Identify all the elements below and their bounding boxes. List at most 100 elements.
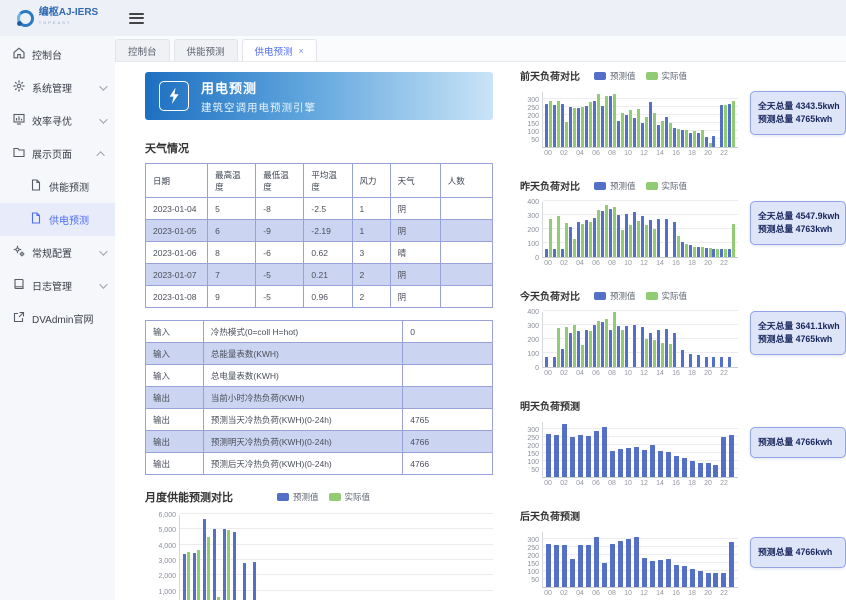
x-tick-label bbox=[584, 480, 592, 487]
bar-group bbox=[577, 532, 585, 587]
gridline bbox=[543, 452, 738, 453]
bar-预测值 bbox=[554, 544, 560, 587]
cell: 阴 bbox=[389, 219, 441, 242]
sidebar-item-2[interactable]: 效率寻优 bbox=[0, 104, 115, 137]
bar-group bbox=[212, 515, 222, 600]
bar-group bbox=[625, 312, 633, 367]
x-tick-label: 06 bbox=[592, 370, 600, 377]
bar-group bbox=[640, 312, 648, 367]
y-tick-label: 100 bbox=[527, 129, 539, 136]
x-tick-label: 14 bbox=[656, 480, 664, 487]
bar-预测值 bbox=[688, 245, 692, 257]
gridline bbox=[180, 513, 493, 514]
legend-item[interactable]: 实际值 bbox=[645, 180, 687, 192]
sidebar-item-1[interactable]: 系统管理 bbox=[0, 71, 115, 104]
x-tick-label: 12 bbox=[640, 260, 648, 267]
legend-item[interactable]: 预测值 bbox=[594, 70, 636, 82]
bar-预测值 bbox=[632, 325, 636, 367]
cell: -9 bbox=[255, 219, 305, 242]
x-tick-label bbox=[728, 370, 736, 377]
bar-预测值 bbox=[648, 333, 652, 367]
tab-label: 控制台 bbox=[128, 46, 157, 58]
bar-预测值 bbox=[577, 330, 581, 367]
cell: 输入 bbox=[145, 320, 204, 343]
sidebar-item-5[interactable]: 供电预测 bbox=[0, 203, 115, 236]
x-tick-label bbox=[632, 590, 640, 597]
bar-group bbox=[696, 422, 704, 477]
bar-group bbox=[569, 422, 577, 477]
bar-group bbox=[712, 92, 720, 147]
y-tick-label: 4,000 bbox=[158, 542, 176, 550]
legend-item[interactable]: 预测值 bbox=[594, 180, 636, 192]
total-card: 全天总量 4343.5kwh 预测总量 4765kwh bbox=[750, 90, 846, 135]
sidebar-item-8[interactable]: DVAdmin官网 bbox=[0, 302, 115, 335]
menu-toggle-icon[interactable] bbox=[129, 12, 144, 24]
legend-label: 预测值 bbox=[610, 180, 636, 191]
sidebar-item-label: 效率寻优 bbox=[32, 117, 72, 128]
tab-2[interactable]: 供电预测 × bbox=[241, 39, 317, 61]
bar-group bbox=[593, 312, 601, 367]
legend-item[interactable]: 实际值 bbox=[645, 70, 687, 82]
x-tick-label: 12 bbox=[640, 480, 648, 487]
x-tick-label bbox=[696, 370, 704, 377]
bar-group bbox=[545, 422, 553, 477]
sidebar-item-0[interactable]: 控制台 bbox=[0, 38, 115, 71]
x-tick-label: 16 bbox=[672, 480, 680, 487]
y-tick-label: 300 bbox=[527, 427, 539, 434]
gridline bbox=[543, 106, 738, 107]
bar-group bbox=[640, 202, 648, 257]
bar-group bbox=[720, 92, 728, 147]
column-header: 人数 bbox=[439, 163, 494, 198]
tab-0[interactable]: 控制台 bbox=[115, 39, 170, 61]
bar-预测值 bbox=[657, 559, 663, 587]
legend-item[interactable]: 实际值 bbox=[645, 290, 687, 302]
cell: 2 bbox=[351, 285, 391, 308]
bar-group bbox=[680, 92, 688, 147]
sidebar-item-label: 日志管理 bbox=[32, 282, 72, 293]
sidebar-item-3[interactable]: 展示页面 bbox=[0, 137, 115, 170]
bar-group bbox=[625, 92, 633, 147]
bar-group bbox=[728, 422, 736, 477]
legend-item[interactable]: 预测值 bbox=[594, 290, 636, 302]
cell: 输入 bbox=[145, 342, 204, 365]
plot-area bbox=[542, 200, 738, 258]
gridline bbox=[543, 98, 738, 99]
bar-预测值 bbox=[546, 543, 552, 587]
x-tick-label bbox=[584, 590, 592, 597]
bar-group bbox=[569, 92, 577, 147]
bar-预测值 bbox=[562, 424, 568, 477]
bar-group bbox=[680, 202, 688, 257]
chart-title: 明天负荷预测 bbox=[520, 402, 580, 413]
x-tick-label: 00 bbox=[544, 370, 552, 377]
sidebar-item-label: 供能预测 bbox=[49, 183, 89, 194]
bar-预测值 bbox=[705, 463, 711, 477]
bar-预测值 bbox=[641, 449, 647, 477]
bar-group bbox=[664, 202, 672, 257]
plot-area bbox=[542, 310, 738, 368]
sidebar-item-6[interactable]: 常规配置 bbox=[0, 236, 115, 269]
bar-预测值 bbox=[625, 213, 628, 257]
x-axis-labels: 00 02 04 06 08 10 12 14 16 18 20 22 bbox=[542, 590, 738, 597]
bar-group bbox=[672, 422, 680, 477]
bar-预测值 bbox=[601, 322, 605, 367]
gridline bbox=[543, 570, 738, 571]
bar-预测值 bbox=[640, 123, 644, 147]
legend-item[interactable]: 实际值 bbox=[328, 491, 370, 503]
bar-group bbox=[609, 532, 617, 587]
bar-group bbox=[680, 532, 688, 587]
tab-1[interactable]: 供能预测 bbox=[173, 39, 238, 61]
y-tick-label: 50 bbox=[531, 137, 539, 144]
legend-item[interactable]: 预测值 bbox=[277, 491, 319, 503]
close-icon[interactable]: × bbox=[298, 45, 304, 56]
y-tick-label: 200 bbox=[527, 443, 539, 450]
bar-预测值 bbox=[626, 539, 631, 587]
sidebar-item-4[interactable]: 供能预测 bbox=[0, 170, 115, 203]
sidebar-item-7[interactable]: 日志管理 bbox=[0, 269, 115, 302]
x-tick-label bbox=[568, 260, 576, 267]
x-tick-label: 22 bbox=[720, 370, 728, 377]
bar-预测值 bbox=[586, 545, 592, 587]
bar-实际值 bbox=[708, 247, 712, 257]
bar-group bbox=[252, 515, 262, 600]
bar-group bbox=[577, 202, 585, 257]
bar-预测值 bbox=[223, 529, 227, 600]
